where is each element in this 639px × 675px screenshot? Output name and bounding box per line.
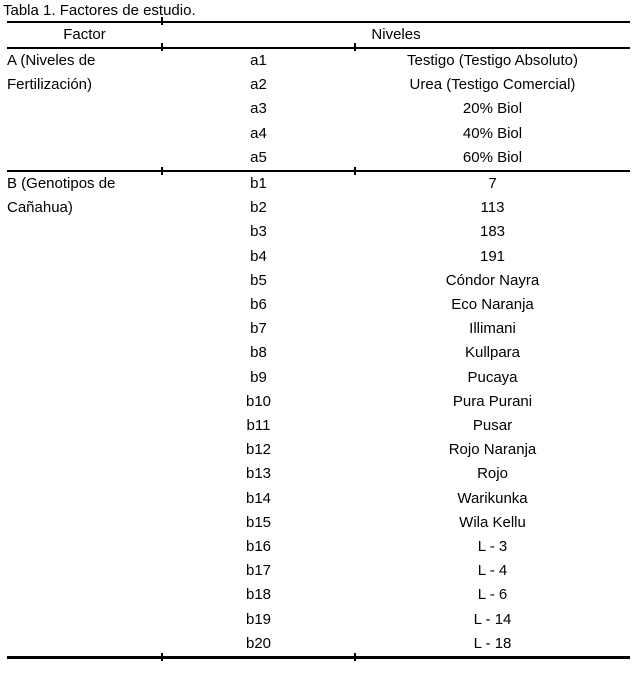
column-divider-tick	[161, 43, 163, 51]
level-name-cell: L - 14	[473, 610, 512, 628]
factor-group-cell: B (Genotipos de Cañahua)	[7, 170, 162, 658]
table-row: b19 L - 14	[7, 608, 630, 632]
level-name-cell: Wila Kellu	[459, 513, 526, 531]
header-row: Factor Niveles	[7, 22, 630, 49]
table-row: b6 Eco Naranja	[7, 293, 630, 317]
level-code-cell: b19	[245, 610, 272, 628]
table-row: a2 Urea (Testigo Comercial)	[7, 73, 630, 97]
column-divider-tick	[354, 43, 356, 51]
level-code-cell: b7	[250, 320, 267, 338]
level-code-cell: a5	[250, 148, 267, 166]
level-name-cell: 20% Biol	[462, 100, 523, 118]
level-name-cell: Pucaya	[467, 368, 518, 386]
level-name-cell: Pura Purani	[452, 392, 533, 410]
column-header-factor: Factor	[7, 22, 162, 49]
level-code-cell: b1	[162, 170, 355, 197]
level-name-cell: 183	[479, 223, 506, 241]
table-row: b11 Pusar	[7, 414, 630, 438]
table-row: b10 Pura Purani	[7, 390, 630, 414]
level-name-cell: Kullpara	[464, 344, 521, 362]
table-caption: Tabla 1. Factores de estudio.	[3, 2, 196, 19]
level-code-cell: a2	[250, 76, 267, 94]
level-name-cell: L - 6	[477, 586, 508, 604]
level-name-cell: Cóndor Nayra	[445, 271, 540, 289]
column-divider-tick	[161, 167, 163, 175]
column-divider-tick	[354, 653, 356, 661]
level-name-cell: Warikunka	[457, 489, 528, 507]
table-row: a4 40% Biol	[7, 122, 630, 146]
table-row: b16 L - 3	[7, 535, 630, 559]
level-code-cell: b2	[250, 199, 267, 217]
level-code-cell: b16	[245, 538, 272, 556]
level-name-cell: L - 4	[477, 562, 508, 580]
level-name-cell: Pusar	[472, 417, 513, 435]
level-code-cell: a3	[250, 100, 267, 118]
level-name-cell: Eco Naranja	[451, 296, 534, 314]
level-code-cell: b8	[250, 344, 267, 362]
table-row: b5 Cóndor Nayra	[7, 269, 630, 293]
level-code-cell: b20	[245, 634, 272, 652]
level-code-cell: b14	[245, 489, 272, 507]
level-code-cell: b11	[246, 417, 271, 435]
level-code-cell: b4	[250, 247, 267, 265]
column-divider-tick	[354, 167, 356, 175]
table-row: b3 183	[7, 220, 630, 244]
table-row: b13 Rojo	[7, 462, 630, 486]
table-row: b14 Warikunka	[7, 487, 630, 511]
table-body: A (Niveles de Fertilización) a1 Testigo (Te…	[7, 48, 630, 658]
factors-table: Factor Niveles A (Niveles de Fertilizació…	[7, 21, 630, 660]
table-row: B (Genotipos de Cañahua) b1 7	[7, 170, 630, 658]
level-name-cell: Illimani	[469, 320, 516, 338]
table-row: b7 Illimani	[7, 317, 630, 341]
table-row: b8 Kullpara	[7, 341, 630, 365]
level-code-cell: b10	[245, 392, 272, 410]
level-name-cell: 7	[355, 170, 630, 197]
level-name-cell: Rojo Naranja	[448, 441, 537, 459]
table-row: b18 L - 6	[7, 583, 630, 607]
factor-group-label-line: Cañahua)	[7, 199, 73, 217]
level-name-cell: Urea (Testigo Comercial)	[409, 76, 576, 94]
level-code-cell: b6	[250, 296, 267, 314]
table-row: b17 L - 4	[7, 559, 630, 583]
level-code-cell: a4	[250, 124, 267, 142]
table-row: b2 113	[7, 196, 630, 220]
table-row: b12 Rojo Naranja	[7, 438, 630, 462]
level-name-cell: L - 3	[477, 538, 508, 556]
table-row: A (Niveles de Fertilización) a1 Testigo (Te…	[7, 48, 630, 93]
factor-group-label-line: Fertilización)	[7, 76, 93, 94]
column-divider-tick	[161, 653, 163, 661]
level-code-cell: b17	[245, 562, 272, 580]
table-row: b9 Pucaya	[7, 366, 630, 390]
level-name-cell: 191	[479, 247, 506, 265]
level-name-cell: Testigo (Testigo Absoluto)	[407, 52, 578, 69]
table-row: a5 60% Biol	[7, 146, 630, 171]
factor-group-label-line: B (Genotipos de	[7, 175, 116, 193]
level-code-cell: b18	[245, 586, 272, 604]
level-name-cell: 60% Biol	[462, 148, 523, 166]
table-row: b20 L - 18	[7, 632, 630, 658]
level-code-cell: b15	[245, 513, 272, 531]
level-code-cell: b13	[245, 465, 272, 483]
level-code-cell: b9	[250, 368, 267, 386]
column-header-niveles: Niveles	[162, 22, 630, 49]
factor-group-label-line: A (Niveles de	[7, 52, 96, 69]
column-divider-tick	[161, 17, 163, 25]
table-row: b15 Wila Kellu	[7, 511, 630, 535]
level-code-cell: b5	[250, 271, 267, 289]
level-name-cell: L - 18	[473, 634, 512, 652]
table-row: b4 191	[7, 245, 630, 269]
level-name-cell: 113	[480, 199, 505, 217]
level-code-cell: a1	[250, 52, 267, 69]
factor-group-cell: A (Niveles de Fertilización)	[7, 48, 162, 171]
level-code-cell: b12	[245, 441, 272, 459]
level-name-cell: 40% Biol	[462, 124, 523, 142]
level-name-cell: Rojo	[477, 465, 508, 483]
level-code-cell: b3	[250, 223, 267, 241]
table-row: a3 20% Biol	[7, 97, 630, 121]
